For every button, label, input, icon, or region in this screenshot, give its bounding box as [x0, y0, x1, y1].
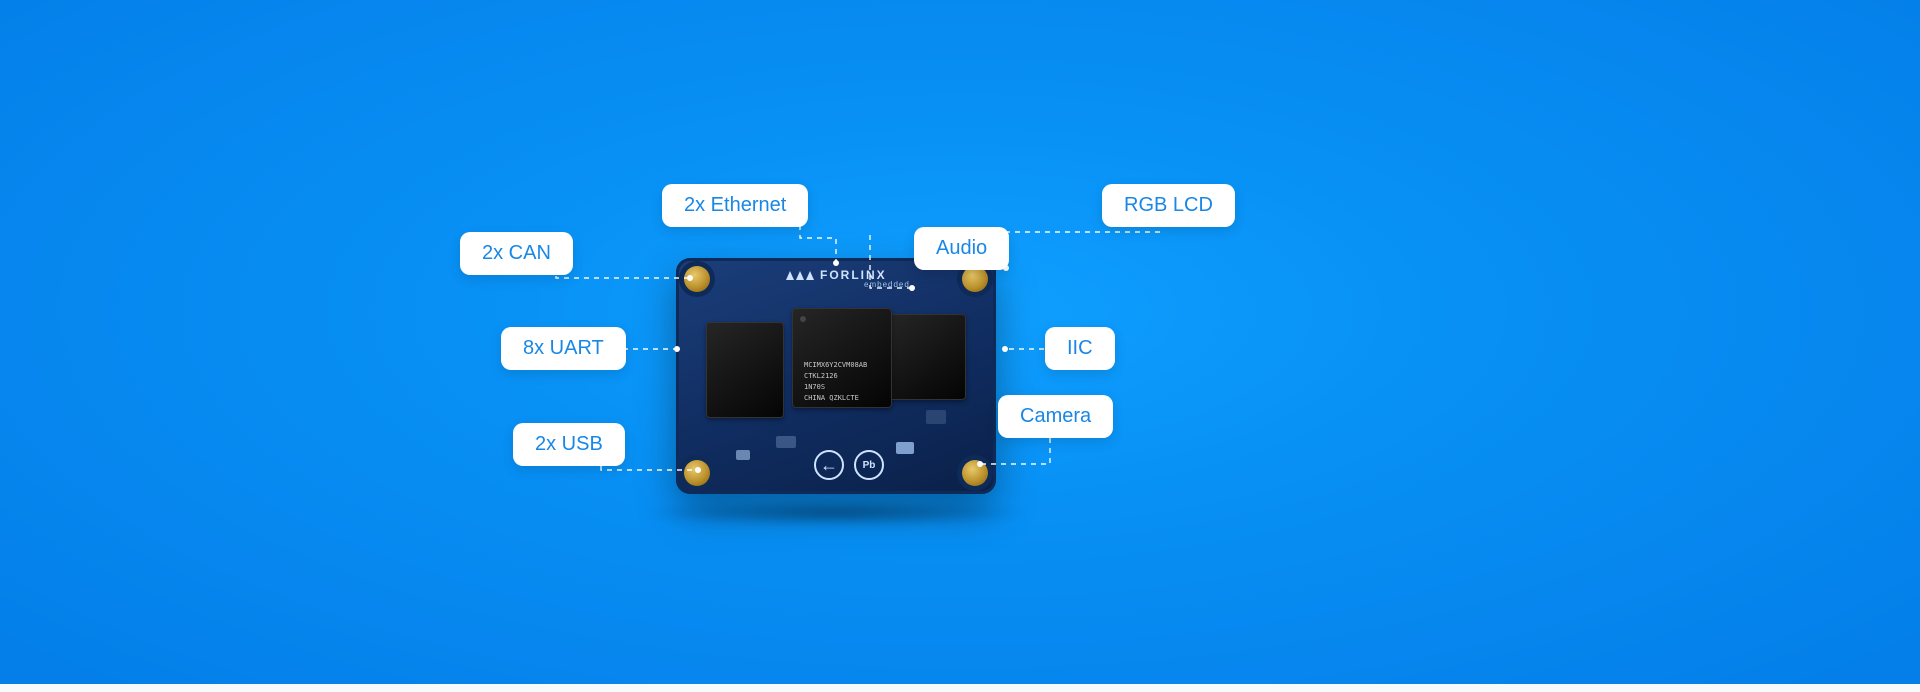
board-shadow — [640, 500, 1030, 526]
flash-chip-icon — [886, 314, 966, 400]
feature-label-audio: Audio — [914, 227, 1009, 270]
smd-component-icon — [896, 442, 914, 454]
infographic-stage: FORLINX embedded MCIMX6Y2CVM08AB CTKL212… — [0, 0, 1920, 692]
smd-component-icon — [736, 450, 750, 460]
feature-label-uart: 8x UART — [501, 327, 626, 370]
feature-label-usb: 2x USB — [513, 423, 625, 466]
soc-chip-icon: MCIMX6Y2CVM08AB CTKL2126 1N70S CHINA QZK… — [792, 308, 892, 408]
pcb-board: FORLINX embedded MCIMX6Y2CVM08AB CTKL212… — [676, 258, 996, 494]
bottom-edge — [0, 684, 1920, 692]
direction-arrow-icon — [814, 450, 844, 480]
feature-label-iic: IIC — [1045, 327, 1115, 370]
mounting-hole-icon — [962, 460, 988, 486]
leadfree-mark-icon: Pb — [854, 450, 884, 480]
logo-triangle-icon — [786, 271, 814, 280]
feature-label-camera: Camera — [998, 395, 1113, 438]
mounting-hole-icon — [684, 266, 710, 292]
brand-sub: embedded — [864, 280, 910, 289]
feature-label-rgb: RGB LCD — [1102, 184, 1235, 227]
smd-component-icon — [926, 410, 946, 424]
memory-chip-icon — [706, 322, 784, 418]
soc-marking: MCIMX6Y2CVM08AB CTKL2126 1N70S CHINA QZK… — [804, 360, 867, 404]
smd-component-icon — [776, 436, 796, 448]
mounting-hole-icon — [684, 460, 710, 486]
pin1-dot-icon — [800, 316, 806, 322]
feature-label-ethernet: 2x Ethernet — [662, 184, 808, 227]
feature-label-can: 2x CAN — [460, 232, 573, 275]
